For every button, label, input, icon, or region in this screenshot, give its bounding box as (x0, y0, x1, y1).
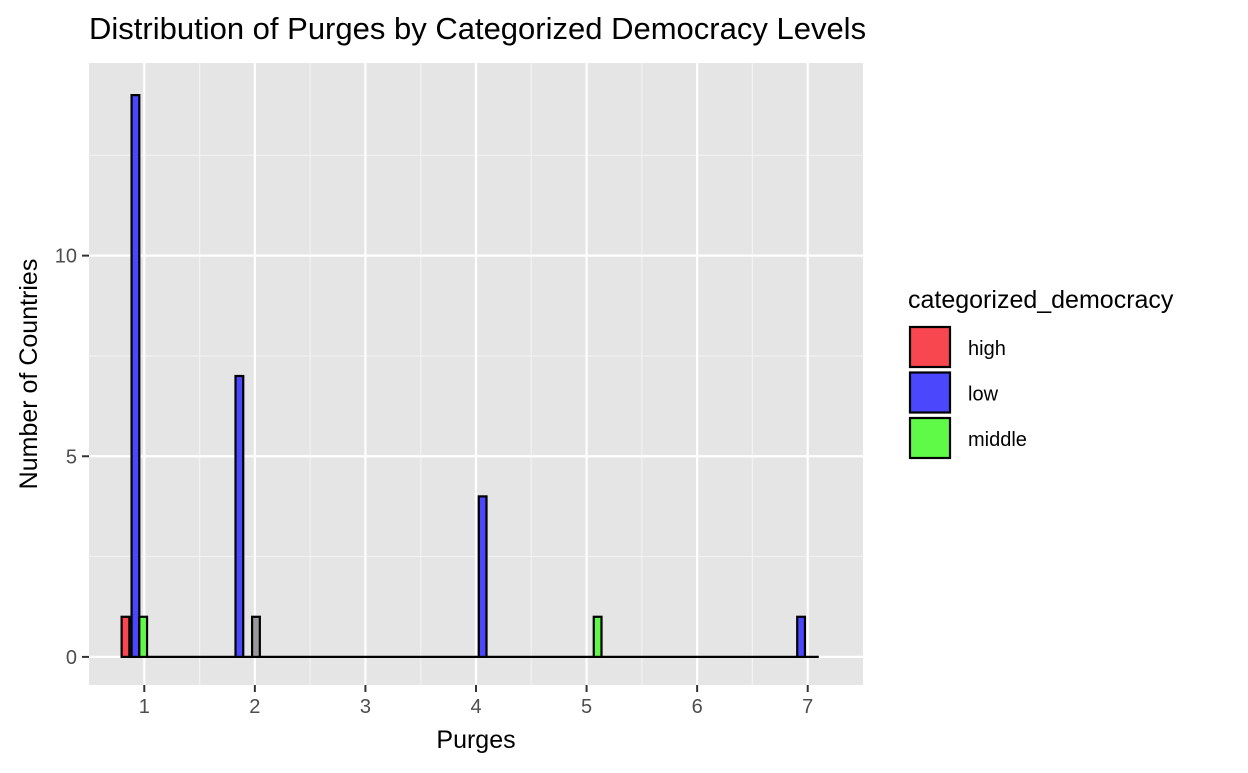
bar-middle (138, 615, 149, 659)
legend-key-middle (908, 416, 952, 460)
legend-title: categorized_democracy (908, 286, 1174, 314)
grid-lines (89, 63, 863, 685)
bar-low (234, 374, 245, 659)
legend-key-high (908, 325, 952, 369)
bar-NA (250, 615, 261, 659)
bar-middle (592, 615, 603, 659)
y-tick-label: 5 (66, 446, 77, 468)
bar-low (130, 94, 141, 659)
bar-high (120, 615, 131, 659)
legend-label-low: low (968, 384, 999, 406)
legend-label-middle: middle (968, 429, 1027, 451)
bar-low (477, 495, 488, 659)
y-axis-label: Number of Countries (15, 259, 43, 490)
legend-label-high: high (968, 338, 1006, 360)
legend-key-low (908, 371, 952, 414)
x-tick-label: 4 (470, 696, 481, 718)
bars (120, 94, 819, 659)
x-tick-label: 5 (581, 696, 592, 718)
axes: 1 2 3 4 5 6 7 0 5 10 (55, 246, 814, 718)
chart-title: Distribution of Purges by Categorized De… (89, 11, 866, 46)
y-tick-label: 0 (66, 647, 77, 669)
x-tick-label: 7 (802, 696, 813, 718)
x-tick-label: 6 (692, 696, 703, 718)
x-tick-label: 2 (249, 696, 260, 718)
y-tick-label: 10 (55, 246, 77, 268)
x-tick-label: 1 (139, 696, 150, 718)
x-tick-label: 3 (360, 696, 371, 718)
bar-low (796, 615, 807, 659)
x-axis-label: Purges (436, 726, 515, 754)
legend: categorized_democracy high low middle (908, 286, 1174, 460)
